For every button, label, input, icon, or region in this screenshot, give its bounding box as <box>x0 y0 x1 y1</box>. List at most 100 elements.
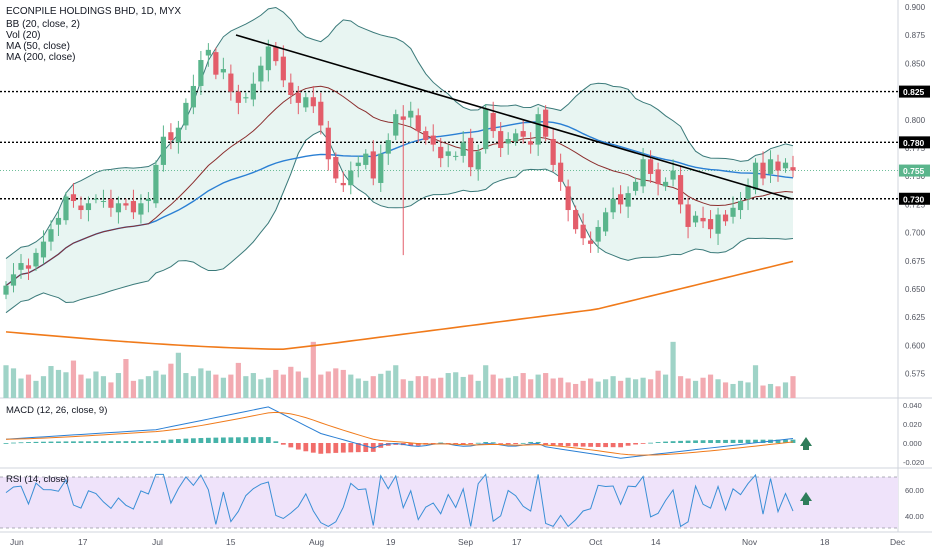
volume-bar <box>558 377 564 398</box>
volume-bar <box>288 366 294 398</box>
macd-histogram-bar <box>655 442 661 443</box>
price-tick-label: 0.800 <box>905 116 926 125</box>
bollinger-lower-line <box>5 130 794 314</box>
macd-histogram-bar <box>175 439 181 443</box>
macd-histogram-bar <box>26 442 31 443</box>
macd-histogram-bar <box>153 441 159 443</box>
volume-bar <box>677 376 684 398</box>
volume-bar <box>535 374 541 398</box>
volume-bar <box>228 374 234 398</box>
macd-histogram-bar <box>685 440 691 443</box>
candle-body <box>108 198 114 208</box>
ma200-legend[interactable]: MA (200, close) <box>6 52 76 63</box>
macd-histogram-bar <box>708 440 713 443</box>
candle-body <box>730 207 736 217</box>
volume-bar <box>33 380 39 398</box>
candle-body <box>3 285 9 295</box>
volume-bar <box>355 378 361 398</box>
volume-bar <box>655 370 661 398</box>
volume-bar <box>483 365 489 398</box>
macd-histogram-bar <box>663 441 668 443</box>
candle-body <box>378 153 384 183</box>
candle-body <box>528 141 534 145</box>
volume-bar <box>295 371 301 398</box>
volume-bar <box>183 373 189 398</box>
volume-bar <box>25 374 32 398</box>
candle-body <box>355 162 361 167</box>
candle-body <box>618 194 624 205</box>
macd-histogram-bar <box>513 443 519 445</box>
candle-body <box>468 137 474 168</box>
candle-body <box>168 132 174 141</box>
macd-histogram-bar <box>348 443 354 453</box>
volume-bar <box>647 379 654 398</box>
macd-histogram-bar <box>745 439 751 443</box>
macd-histogram-bar <box>775 439 781 443</box>
bb-legend[interactable]: BB (20, close, 2) <box>6 19 80 30</box>
candle-body <box>235 91 241 103</box>
candle-body <box>70 194 77 202</box>
rsi-legend[interactable]: RSI (14, close) <box>6 474 69 485</box>
volume-bar <box>198 368 204 398</box>
ma50-legend[interactable]: MA (50, close) <box>6 41 70 52</box>
macd-histogram-bar <box>715 440 721 443</box>
candle-body <box>393 114 399 136</box>
rsi-line <box>5 473 794 528</box>
x-tick-label: 15 <box>226 537 236 547</box>
x-tick-label: Jul <box>152 537 163 547</box>
macd-histogram-bar <box>355 443 361 453</box>
volume-bar <box>10 368 17 398</box>
macd-histogram-bar <box>295 443 301 450</box>
macd-histogram-bar <box>783 439 788 443</box>
macd-histogram-bar <box>760 439 766 443</box>
candle-body <box>145 198 152 202</box>
volume-bar <box>737 380 744 398</box>
rsi-tick-label: 60.00 <box>905 486 924 495</box>
candle-body <box>175 127 181 143</box>
macd-histogram-bar <box>33 441 39 443</box>
volume-bar <box>445 373 451 398</box>
volume-bar <box>363 380 369 398</box>
volume-bar <box>280 374 286 398</box>
candle-body <box>385 140 391 154</box>
volume-bar <box>160 374 166 398</box>
candle-body <box>258 65 264 82</box>
macd-histogram-bar <box>288 443 294 448</box>
volume-bar <box>273 369 279 398</box>
volume-bar <box>48 366 54 398</box>
volume-bar <box>692 380 699 398</box>
candle-body <box>318 101 324 126</box>
price-tick-label: 0.750 <box>905 172 926 181</box>
x-tick-label: 14 <box>651 537 661 547</box>
candle-body <box>408 110 414 118</box>
vol-legend[interactable]: Vol (20) <box>6 30 41 41</box>
rsi-tick-label: 40.00 <box>905 512 924 521</box>
volume-bar <box>108 382 114 398</box>
macd-legend[interactable]: MACD (12, 26, close, 9) <box>6 405 108 416</box>
volume-bar <box>752 365 759 398</box>
macd-histogram-bar <box>310 443 316 453</box>
volume-bar <box>640 377 646 398</box>
candle-body <box>580 224 586 239</box>
macd-histogram-bar <box>250 437 256 443</box>
candle-body <box>543 109 549 137</box>
macd-histogram-bar <box>41 441 46 443</box>
trend-line <box>235 34 793 200</box>
candle-body <box>685 204 691 227</box>
volume-bar <box>40 376 47 398</box>
macd-histogram-bar <box>205 437 211 443</box>
candle-body <box>498 131 504 148</box>
volume-bar <box>520 373 526 398</box>
volume-bar <box>505 377 511 398</box>
price-tick-label: 0.650 <box>905 285 926 294</box>
macd-histogram-bar <box>48 441 54 443</box>
candle-body <box>625 193 631 207</box>
volume-bar <box>70 360 77 398</box>
volume-bar <box>610 376 616 398</box>
bb-basis-line <box>5 85 794 287</box>
macd-histogram-bar <box>648 442 653 444</box>
macd-histogram-bar <box>131 441 136 443</box>
volume-bar <box>730 383 736 398</box>
volume-bar <box>340 369 346 398</box>
